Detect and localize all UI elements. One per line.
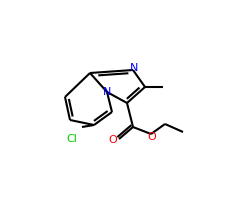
Text: O: O (148, 132, 156, 142)
Text: N: N (103, 87, 111, 97)
Text: Cl: Cl (66, 134, 78, 144)
Text: N: N (130, 63, 138, 73)
Text: O: O (108, 135, 117, 145)
